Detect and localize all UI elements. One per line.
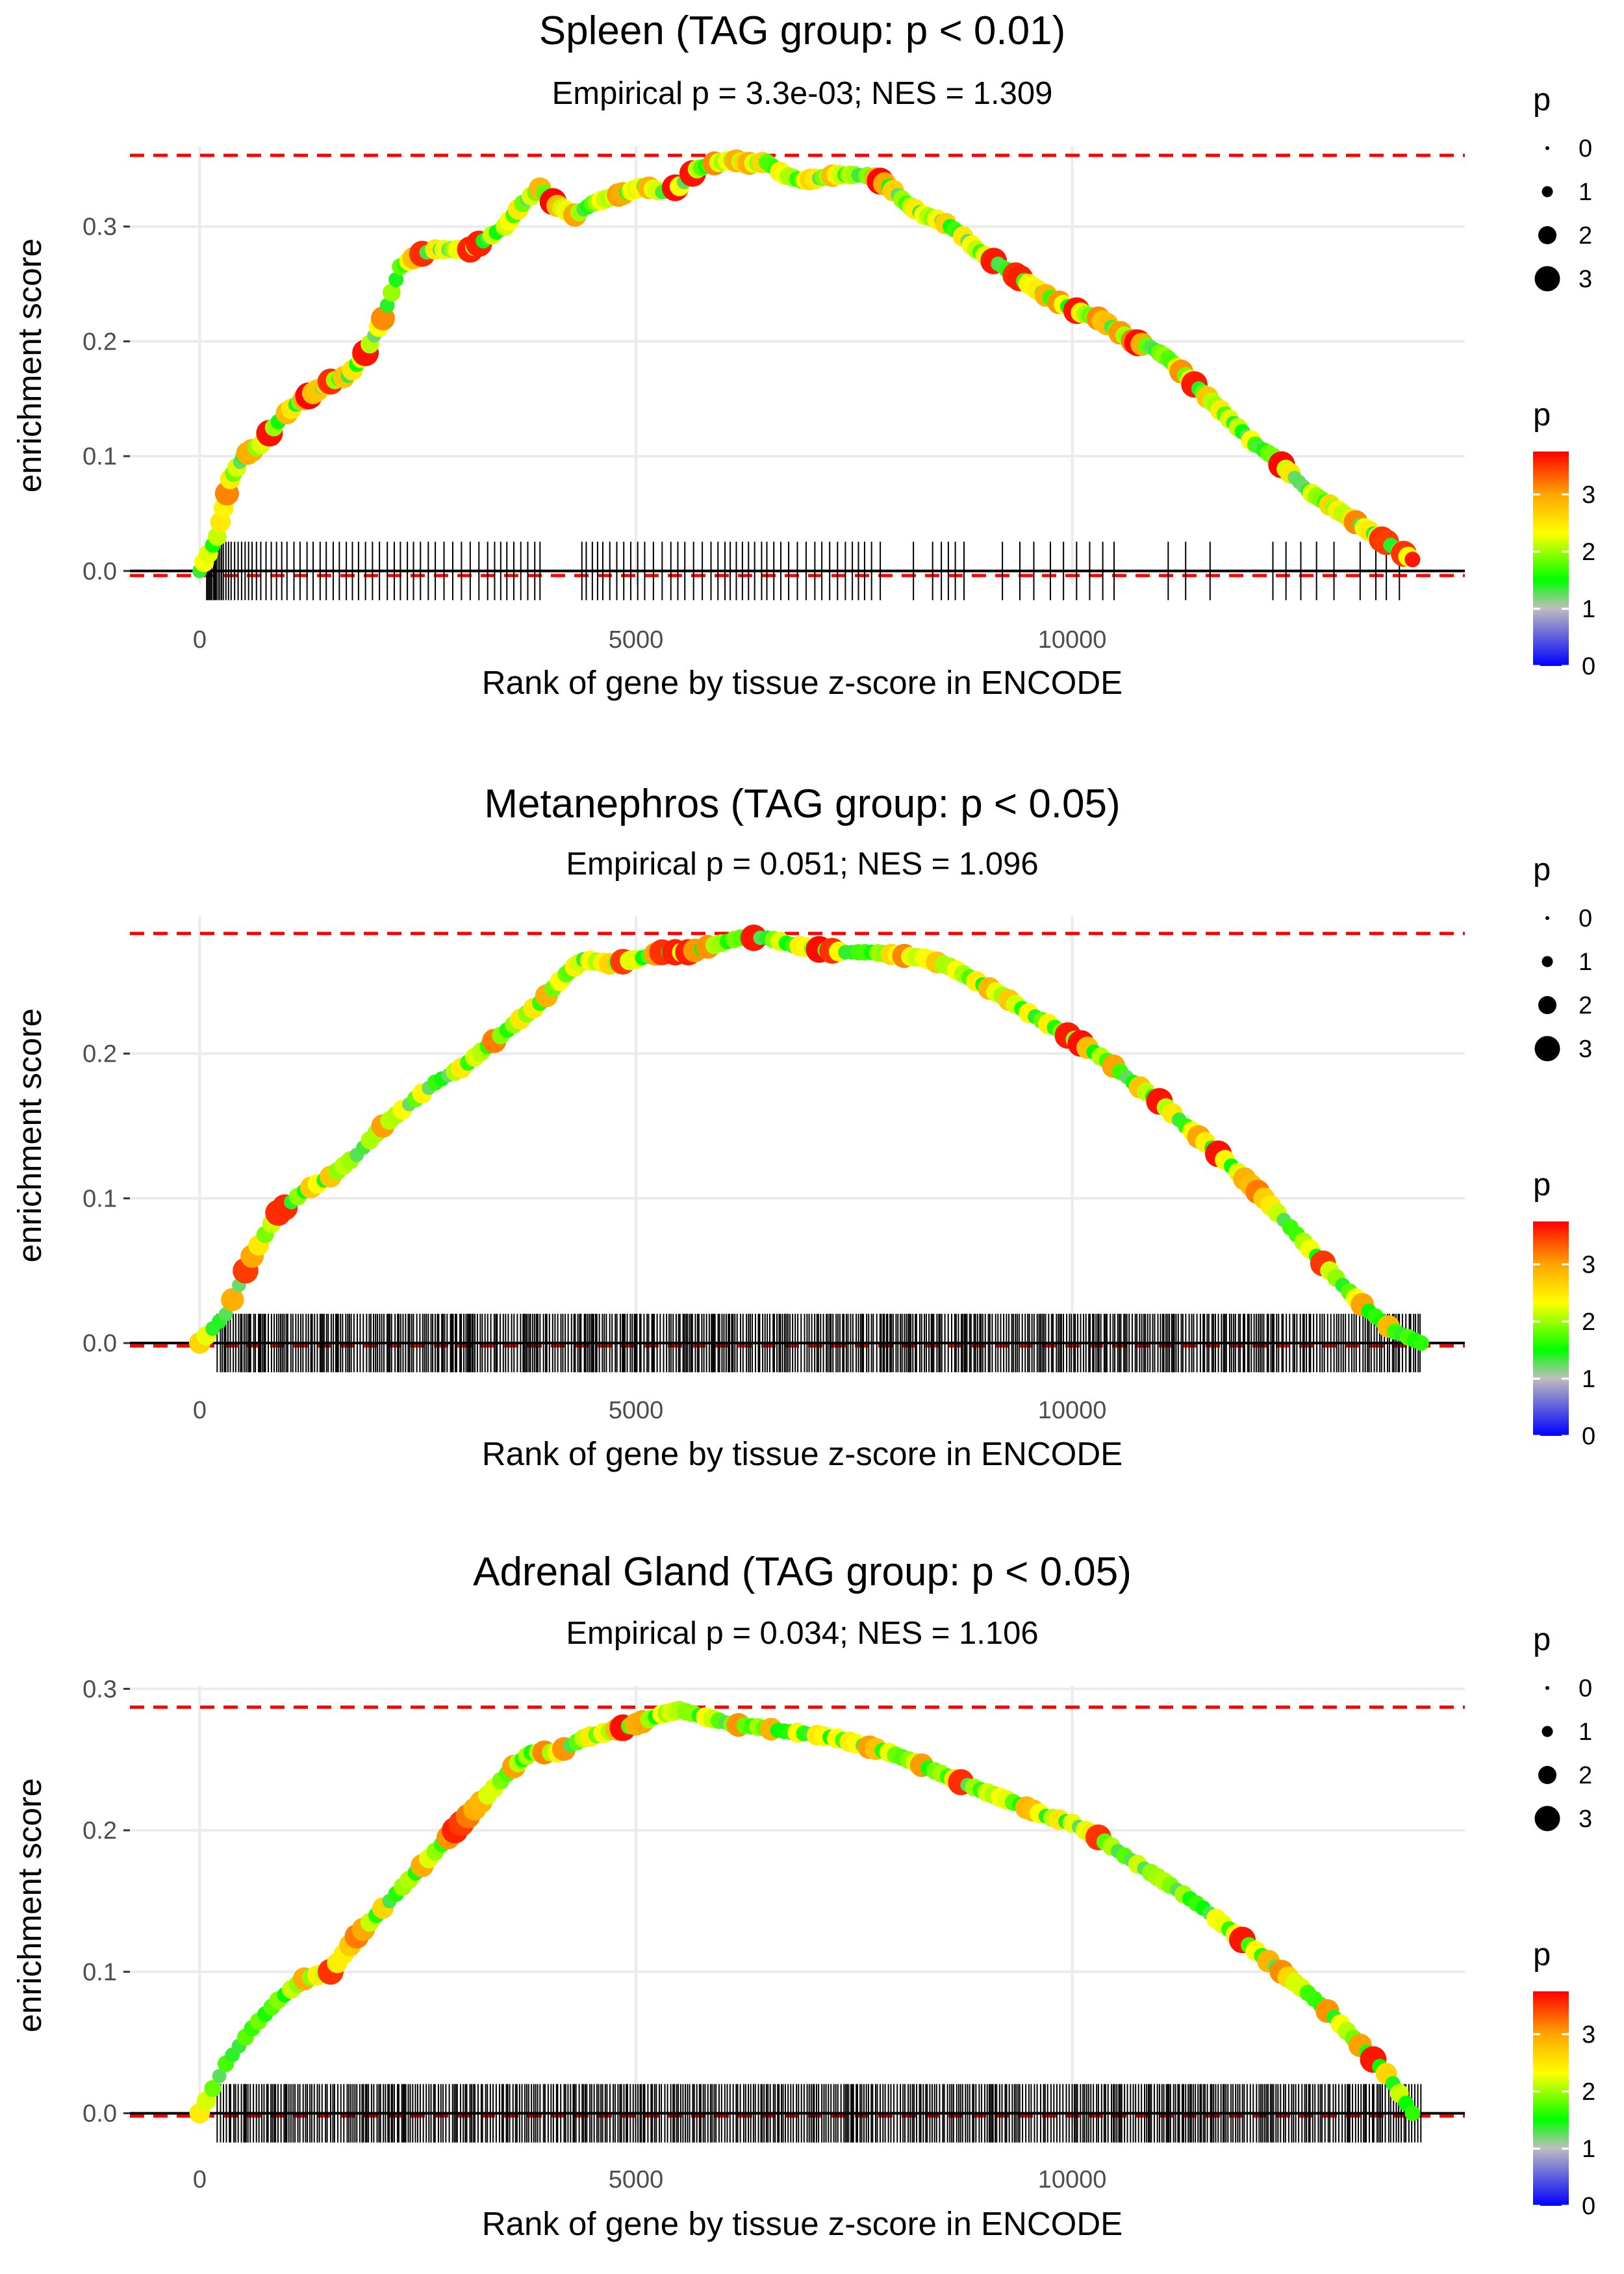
y-tick-label: 0.1 — [82, 1185, 117, 1212]
y-tick-label: 0.3 — [82, 214, 117, 241]
size-legend-key — [1542, 956, 1553, 967]
size-legend-label: 2 — [1579, 1762, 1592, 1789]
color-legend-label: 3 — [1582, 2021, 1595, 2049]
size-legend-label: 0 — [1579, 1675, 1592, 1702]
x-tick-label: 5000 — [609, 1397, 664, 1424]
size-legend-label: 0 — [1579, 905, 1592, 932]
size-legend-label: 3 — [1579, 266, 1592, 293]
size-legend-label: 3 — [1579, 1036, 1592, 1063]
enrichment-point — [204, 2080, 222, 2097]
y-tick-label: 0.1 — [82, 1959, 117, 1986]
x-tick-label: 0 — [193, 626, 207, 654]
color-legend-label: 0 — [1582, 653, 1595, 680]
panel-1: Spleen (TAG group: p < 0.01) Empirical p … — [11, 8, 1595, 701]
panel-3: Adrenal Gland (TAG group: p < 0.05) Empir… — [11, 1550, 1595, 2242]
x-tick-label: 10000 — [1038, 2166, 1107, 2193]
color-legend-bar — [1533, 452, 1569, 666]
y-tick-label: 0.2 — [82, 1817, 117, 1845]
size-legend-label: 1 — [1579, 1718, 1592, 1746]
chart-subtitle: Empirical p = 0.034; NES = 1.106 — [566, 1616, 1038, 1651]
enrichment-point — [221, 1288, 244, 1312]
enrichment-point — [1404, 552, 1421, 568]
x-tick-label: 5000 — [609, 2166, 664, 2193]
x-tick-label: 0 — [193, 2166, 207, 2193]
color-legend-title: p — [1533, 398, 1551, 433]
y-axis-label: enrichment score — [11, 1008, 48, 1262]
y-tick-label: 0.2 — [82, 1041, 117, 1068]
size-legend-label: 1 — [1579, 949, 1592, 976]
x-tick-label: 10000 — [1038, 626, 1107, 654]
size-legend-key — [1534, 266, 1560, 292]
size-legend-label: 3 — [1579, 1806, 1592, 1833]
color-legend-label: 3 — [1582, 481, 1595, 509]
y-tick-label: 0.1 — [82, 443, 117, 470]
y-axis-label: enrichment score — [11, 238, 48, 492]
enrichment-point — [212, 2069, 227, 2084]
x-axis-label: Rank of gene by tissue z-score in ENCODE — [482, 1435, 1123, 1472]
color-legend-label: 1 — [1582, 596, 1595, 623]
size-legend-label: 2 — [1579, 992, 1592, 1019]
size-legend-key — [1534, 1806, 1560, 1832]
y-tick-label: 0.0 — [82, 1330, 117, 1357]
gridlines — [130, 916, 1465, 1355]
chart-title: Adrenal Gland (TAG group: p < 0.05) — [473, 1550, 1132, 1594]
enrichment-point — [379, 298, 395, 313]
y-tick-label: 0.3 — [82, 1676, 117, 1703]
y-tick-label: 0.0 — [82, 2101, 117, 2128]
x-tick-label: 10000 — [1038, 1397, 1107, 1424]
size-legend-key — [1542, 186, 1553, 198]
chart-title: Metanephros (TAG group: p < 0.05) — [484, 782, 1120, 826]
enrichment-points — [192, 149, 1421, 579]
size-legend-key — [1545, 146, 1549, 150]
color-legend-title: p — [1533, 1168, 1551, 1203]
enrichment-points — [188, 925, 1429, 1354]
color-legend-label: 0 — [1582, 1423, 1595, 1450]
size-legend-key — [1545, 916, 1549, 920]
panel-2: Metanephros (TAG group: p < 0.05) Empiric… — [11, 782, 1595, 1472]
enrichment-point — [1413, 1335, 1429, 1351]
size-legend-label: 1 — [1579, 179, 1592, 206]
x-axis-label: Rank of gene by tissue z-score in ENCODE — [482, 664, 1123, 701]
chart-title: Spleen (TAG group: p < 0.01) — [539, 8, 1065, 53]
color-legend-label: 1 — [1582, 1366, 1595, 1393]
size-legend-title: p — [1533, 83, 1551, 118]
y-axis-label: enrichment score — [11, 1778, 48, 2032]
color-legend-label: 1 — [1582, 2136, 1595, 2163]
size-legend-key — [1534, 1036, 1560, 1062]
size-legend-key — [1545, 1686, 1549, 1690]
gridlines — [130, 1686, 1465, 2125]
enrichment-point — [1404, 2105, 1421, 2121]
color-legend-bar — [1533, 1221, 1569, 1436]
chart-subtitle: Empirical p = 0.051; NES = 1.096 — [566, 847, 1038, 882]
enrichment-curve — [198, 159, 1414, 572]
size-legend-key — [1538, 226, 1556, 244]
color-legend-label: 0 — [1582, 2193, 1595, 2220]
size-legend-key — [1538, 1766, 1556, 1784]
size-legend-key — [1542, 1726, 1553, 1737]
y-tick-label: 0.2 — [82, 328, 117, 355]
size-legend-label: 2 — [1579, 222, 1592, 249]
color-legend-label: 2 — [1582, 539, 1595, 566]
color-legend-label: 2 — [1582, 2078, 1595, 2106]
enrichment-curve — [198, 936, 1422, 1345]
enrichment-point — [383, 283, 401, 302]
x-tick-label: 5000 — [609, 626, 664, 654]
enrichment-points — [189, 1700, 1421, 2124]
enrichment-point — [388, 272, 404, 287]
color-legend-label: 3 — [1582, 1251, 1595, 1279]
color-legend-title: p — [1533, 1937, 1551, 1973]
size-legend-title: p — [1533, 852, 1551, 888]
chart-subtitle: Empirical p = 3.3e-03; NES = 1.309 — [552, 76, 1053, 111]
x-tick-label: 0 — [193, 1397, 207, 1424]
color-legend-bar — [1533, 1991, 1569, 2206]
x-axis-label: Rank of gene by tissue z-score in ENCODE — [482, 2205, 1123, 2242]
y-tick-label: 0.0 — [82, 558, 117, 585]
size-legend-label: 0 — [1579, 135, 1592, 162]
size-legend-title: p — [1533, 1622, 1551, 1657]
size-legend-key — [1538, 996, 1556, 1014]
color-legend-label: 2 — [1582, 1309, 1595, 1336]
gridlines — [130, 146, 1465, 585]
